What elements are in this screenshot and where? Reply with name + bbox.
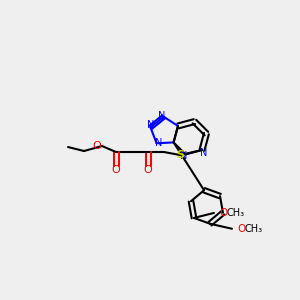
Text: O: O [93,141,101,151]
Text: CH₃: CH₃ [227,208,245,218]
Text: S: S [176,150,184,160]
Text: O: O [238,224,246,234]
Text: O: O [220,208,228,218]
Text: O: O [144,165,152,175]
Text: N: N [180,152,187,161]
Text: N: N [155,138,162,148]
Text: N: N [200,148,208,158]
Text: O: O [112,165,120,175]
Text: CH₃: CH₃ [245,224,263,234]
Text: N: N [147,120,154,130]
Text: N: N [158,111,165,121]
